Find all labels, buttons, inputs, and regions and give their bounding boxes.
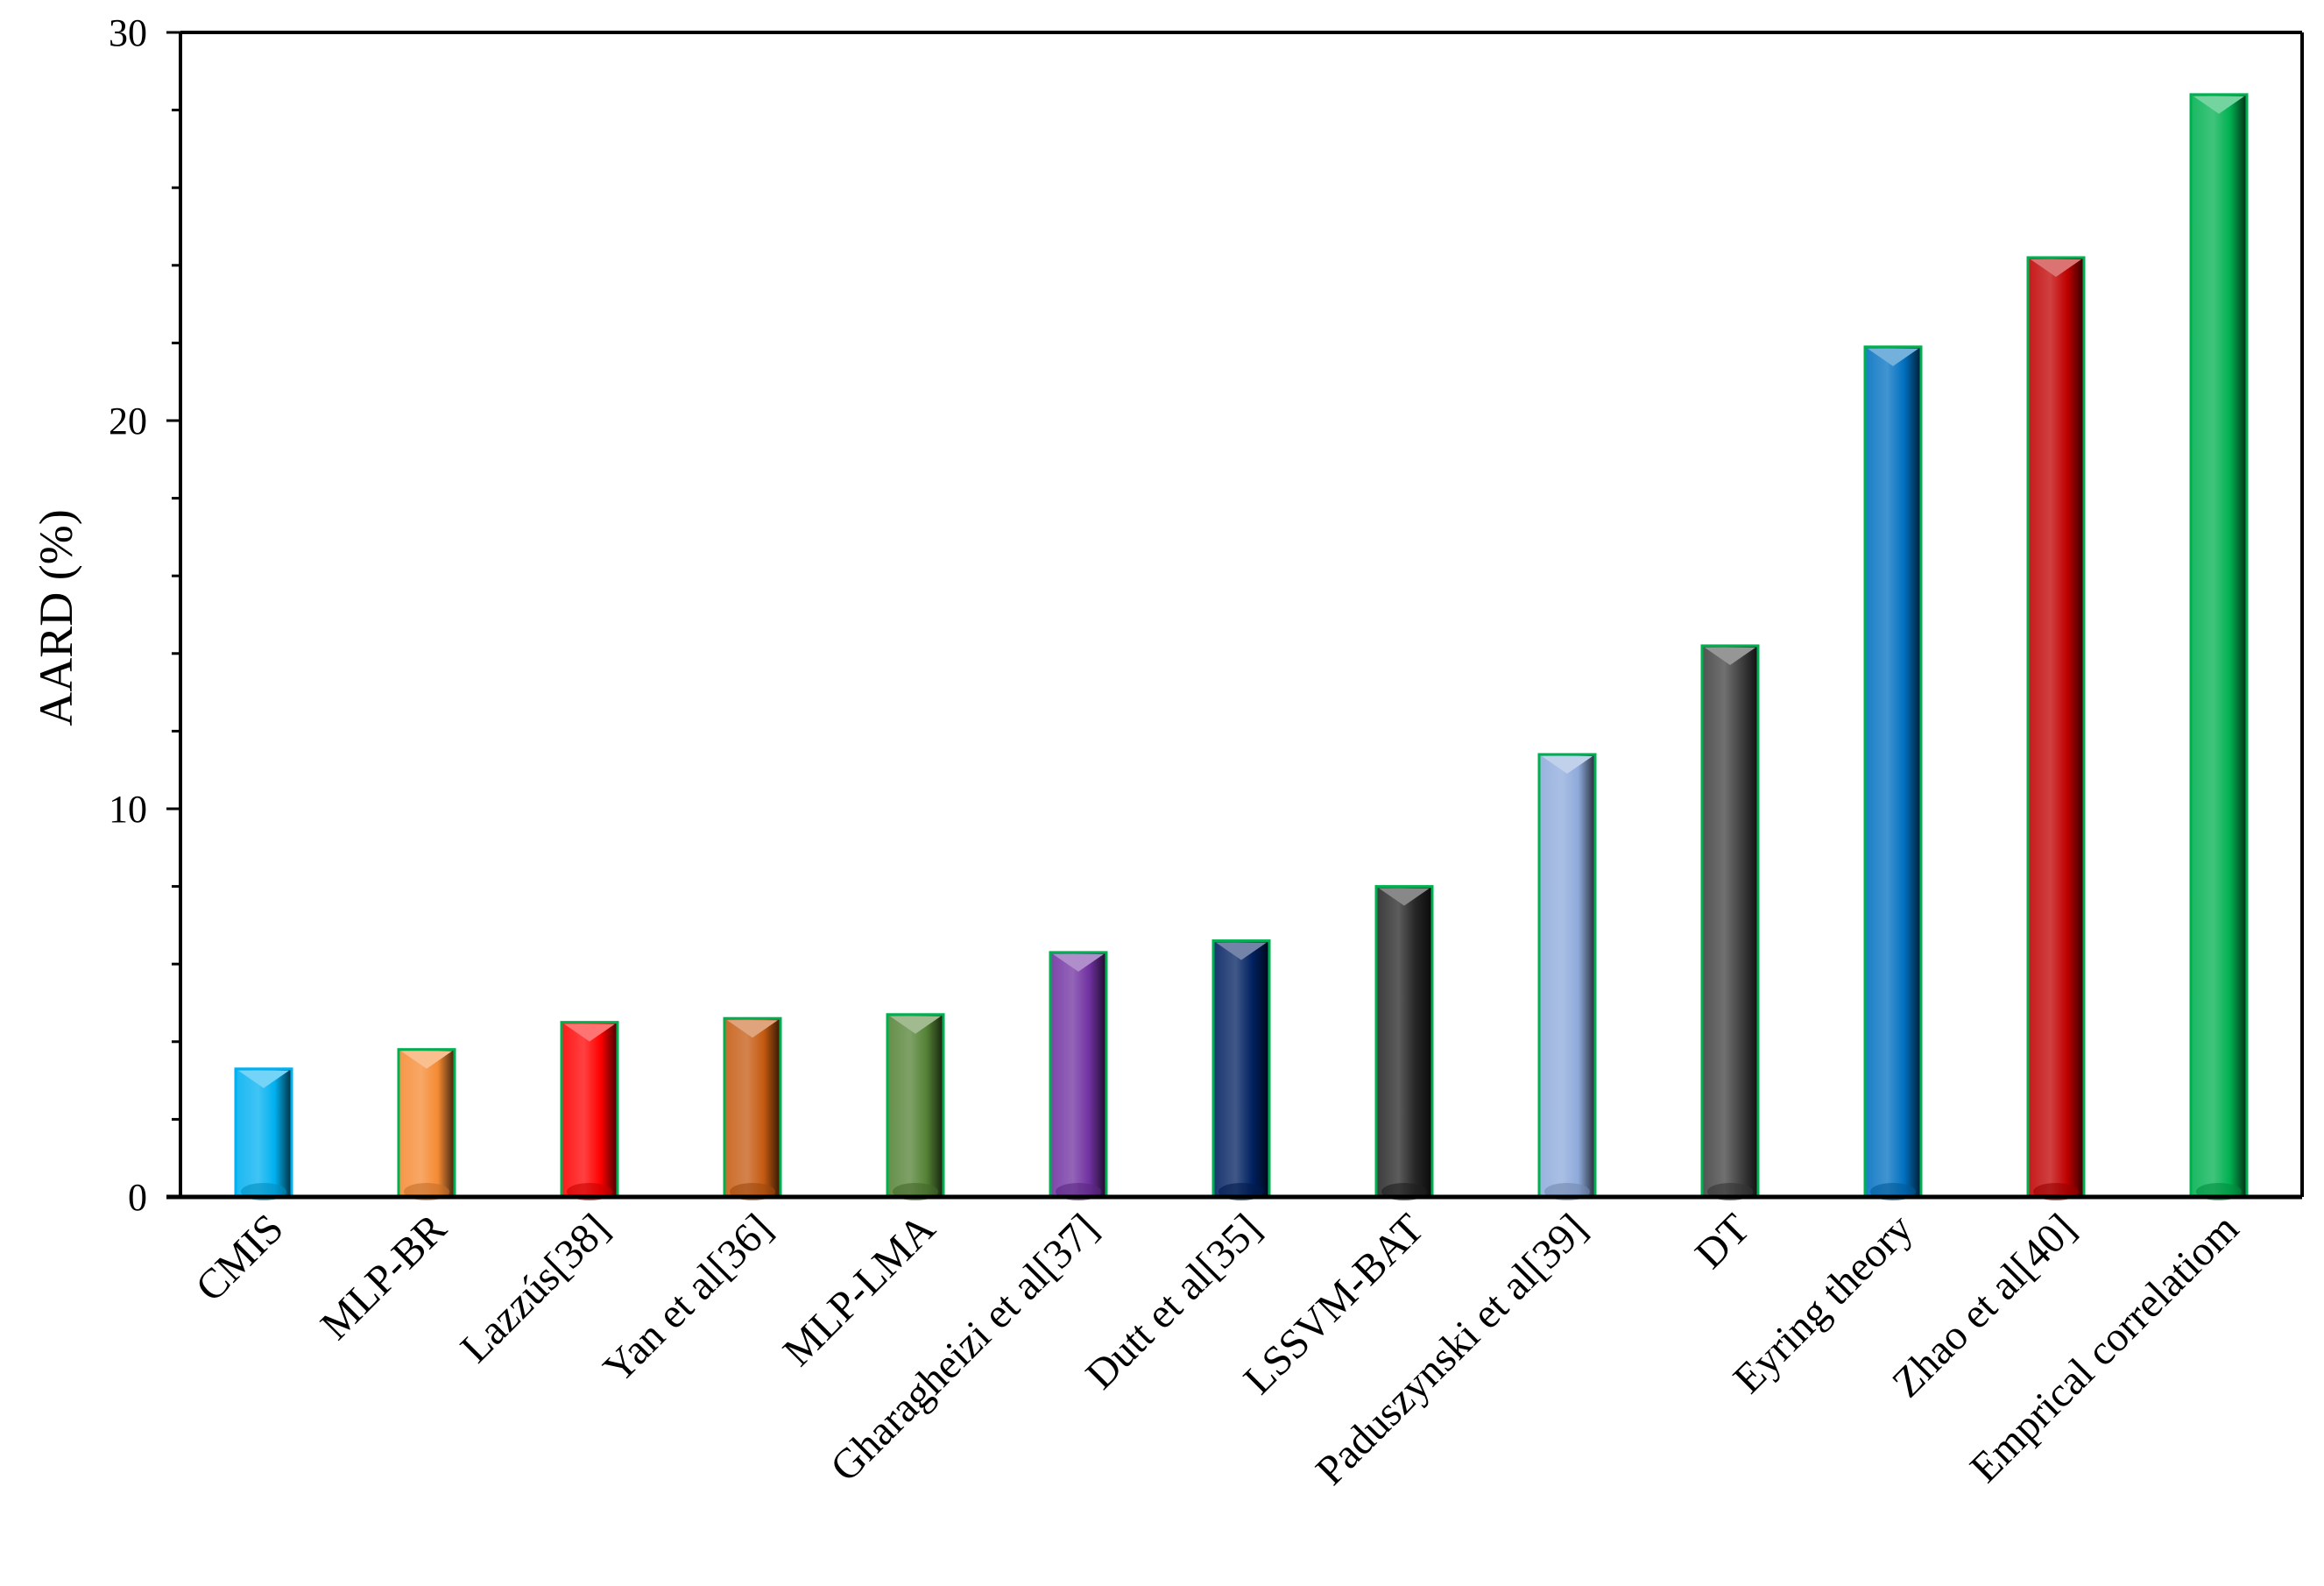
bar-bevel-top [1542, 755, 1593, 774]
bar [234, 1067, 293, 1200]
y-axis-title: AARD (%) [30, 509, 82, 726]
x-tick-label: Gharagheizi et al[37] [822, 1205, 1107, 1490]
bar [1211, 939, 1271, 1200]
y-tick-label: 30 [109, 11, 147, 54]
bar [723, 1016, 782, 1200]
bar-body [1700, 644, 1760, 1199]
bar-body [1049, 951, 1108, 1199]
bar [1700, 644, 1760, 1200]
bar [560, 1021, 619, 1200]
x-tick-label: CMIS [187, 1205, 292, 1310]
x-tick-label: Emprical correlatiom [1961, 1205, 2248, 1491]
x-tick-label: Yan et al[36] [595, 1205, 781, 1391]
bar-bevel-top [1053, 953, 1104, 972]
y-tick-label: 20 [109, 400, 147, 443]
y-tick-label: 0 [128, 1176, 147, 1219]
bar [1374, 885, 1434, 1200]
bar-body [1537, 753, 1597, 1199]
bar-bevel-top [2031, 258, 2081, 277]
bar-body [886, 1013, 945, 1199]
x-tick-label: Paduszynski et al[39] [1307, 1205, 1596, 1494]
bar-bevel-top [1868, 348, 1918, 366]
bar-body [2026, 256, 2086, 1199]
bar-body [560, 1021, 619, 1199]
bar [886, 1013, 945, 1200]
bar [1049, 951, 1108, 1200]
axes [166, 31, 2304, 1200]
bars [234, 93, 2249, 1200]
x-tick-label: DT [1686, 1205, 1759, 1278]
bar-bevel-top [1379, 888, 1430, 906]
bar-body [1863, 345, 1923, 1199]
bar-body [1374, 885, 1434, 1199]
y-ticks: 0 10 20 30 [109, 11, 180, 1219]
x-tick-label: MLP-LMA [774, 1205, 944, 1375]
x-tick-label: Lazzús[38] [452, 1205, 618, 1371]
bar [1863, 345, 1923, 1200]
bar-bevel-top [890, 1016, 941, 1034]
bar-body [723, 1016, 782, 1199]
bar-body [397, 1048, 456, 1199]
bar [1537, 753, 1597, 1200]
x-tick-label: MLP-BR [312, 1205, 456, 1349]
bar-bevel-top [1216, 942, 1267, 960]
bar-bevel-top [2193, 96, 2244, 114]
bar [2189, 93, 2249, 1200]
y-tick-label: 10 [109, 788, 147, 831]
bar [2026, 256, 2086, 1200]
bar-bevel-top [564, 1023, 615, 1042]
bar-body [234, 1067, 293, 1199]
bar-bevel-top [401, 1051, 452, 1069]
bar-body [2189, 93, 2249, 1199]
bar-bevel-top [727, 1020, 778, 1038]
bar-bevel-top [238, 1070, 289, 1088]
bar-bevel-top [1705, 647, 1755, 665]
bar-body [1211, 939, 1271, 1199]
bar [397, 1048, 456, 1200]
